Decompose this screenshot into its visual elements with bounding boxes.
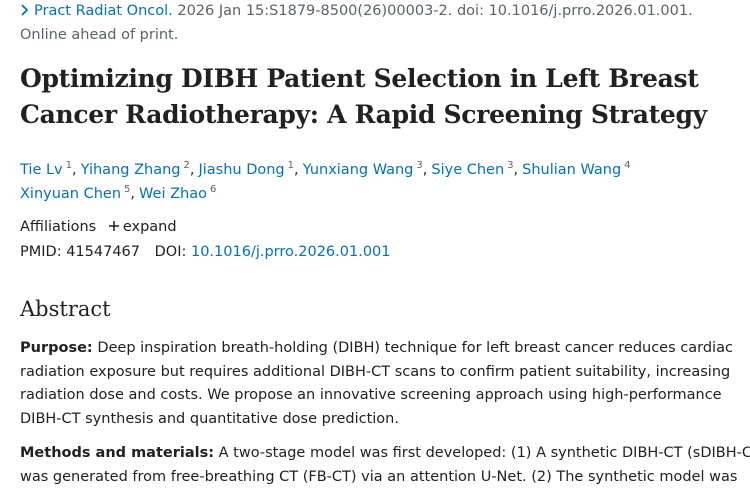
doi-label: DOI: <box>154 244 187 260</box>
publication-status: Online ahead of print. <box>20 27 179 43</box>
author-link[interactable]: Wei Zhao <box>139 185 207 202</box>
author: Shulian Wang 4 <box>522 160 631 178</box>
abstract-line: radiation dose and costs. We propose an … <box>20 385 722 405</box>
abstract-line: DIBH-CT synthesis and quantitative dose … <box>20 409 399 429</box>
author-link[interactable]: Yihang Zhang <box>80 161 181 178</box>
pmid-label: PMID: <box>20 244 62 260</box>
affiliation-number: 1 <box>287 160 295 171</box>
chevron-icon <box>21 4 29 16</box>
affiliation-number: 6 <box>209 184 217 195</box>
journal-link[interactable]: Pract Radiat Oncol. <box>34 3 173 19</box>
abstract-heading: Abstract <box>20 297 111 321</box>
section-text: A two-stage model was first developed: (… <box>218 445 750 461</box>
doi-link[interactable]: 10.1016/j.prro.2026.01.001 <box>190 244 391 260</box>
abstract-line: Purpose: Deep inspiration breath-holding… <box>20 338 733 358</box>
author-link[interactable]: Siye Chen <box>431 161 505 178</box>
section-text: radiation exposure but requires addition… <box>20 363 731 380</box>
abstract-line: Methods and materials: A two-stage model… <box>20 443 750 463</box>
author: Yihang Zhang 2 <box>80 160 199 178</box>
author: Xinyuan Chen 5 <box>20 184 139 202</box>
pmid-value: 41547467 <box>66 244 141 260</box>
expand-button[interactable]: expand <box>108 219 177 235</box>
citation-line: Pract Radiat Oncol. 2026 Jan 15:S1879-85… <box>20 3 693 19</box>
affiliations-row: Affiliations expand <box>20 217 177 237</box>
author-link[interactable]: Tie Lv <box>20 161 63 178</box>
author: Tie Lv 1 <box>20 160 81 178</box>
author-link[interactable]: Yunxiang Wang <box>302 161 414 178</box>
author-link[interactable]: Xinyuan Chen <box>20 185 122 202</box>
affiliation-number: 3 <box>416 160 423 171</box>
title-line: Cancer Radiotherapy: A Rapid Screening S… <box>20 100 707 129</box>
expand-label[interactable]: expand <box>122 219 177 235</box>
citation-details: 2026 Jan 15:S1879-8500(26)00003-2. doi: … <box>177 3 693 19</box>
affiliation-number: 2 <box>183 160 190 171</box>
affiliations-label: Affiliations <box>20 219 97 235</box>
section-label: Purpose: <box>20 340 93 356</box>
section-text: radiation dose and costs. We propose an … <box>20 387 722 403</box>
author-link[interactable]: Shulian Wang <box>522 161 622 178</box>
abstract-line: was generated from free-breathing CT (FB… <box>20 467 737 487</box>
affiliation-number: 4 <box>624 160 631 171</box>
section-text: DIBH-CT synthesis and quantitative dose … <box>20 410 399 427</box>
plus-icon <box>108 221 119 231</box>
affiliation-number: 3 <box>507 160 514 171</box>
ids-row: PMID: 41547467 DOI: 10.1016/j.prro.2026.… <box>20 242 391 262</box>
author: Jiashu Dong 1 <box>198 160 302 178</box>
title-line: Optimizing DIBH Patient Selection in Lef… <box>20 64 699 93</box>
section-text: Deep inspiration breath-holding (DIBH) t… <box>97 340 733 356</box>
author: Wei Zhao 6 <box>139 184 217 202</box>
author: Siye Chen 3 <box>431 160 522 178</box>
affiliation-number: 5 <box>124 184 131 195</box>
author-link[interactable]: Jiashu Dong <box>198 161 285 178</box>
author: Yunxiang Wang 3 <box>302 160 432 178</box>
affiliation-number: 1 <box>65 160 73 171</box>
author-row: Tie Lv1Yihang Zhang2Jiashu Dong1Yunxiang… <box>20 156 631 180</box>
abstract-line: radiation exposure but requires addition… <box>20 362 730 382</box>
section-text: was generated from free-breathing CT (FB… <box>20 468 738 485</box>
section-label: Methods and materials: <box>20 445 215 461</box>
